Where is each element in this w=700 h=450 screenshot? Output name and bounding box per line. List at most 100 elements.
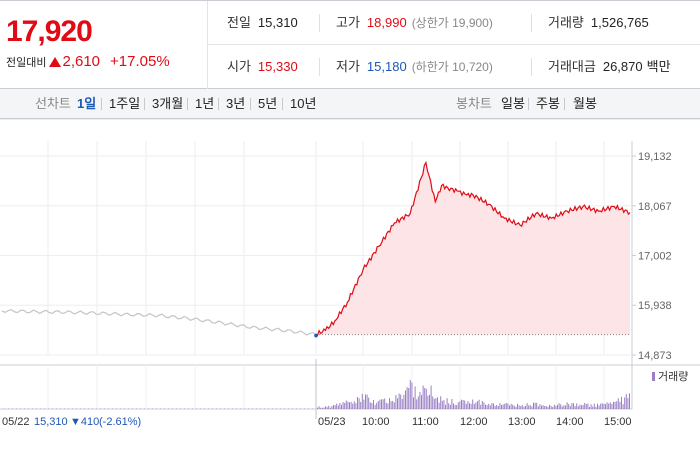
volume-bar (355, 403, 357, 409)
volume-bar (4, 408, 5, 409)
volume-bar (128, 408, 129, 409)
price-stats: 전일 15,310 고가 18,990 (상한가 19,900) 거래량 1,526,7… (208, 1, 700, 89)
volume-bar (196, 408, 197, 409)
candle-monthly[interactable]: 월봉 (573, 96, 597, 111)
volume-bar (44, 408, 45, 409)
change-amount: 2,610 (62, 53, 101, 70)
volume-bar (184, 408, 185, 409)
volume-bar (557, 404, 558, 409)
volume-bar (424, 388, 426, 409)
volume-bar (560, 404, 562, 409)
candle-weekly[interactable]: 주봉 (536, 96, 560, 111)
volume-bar (472, 399, 474, 409)
divider (564, 98, 565, 110)
volume-bar (608, 403, 610, 409)
volume-bar (505, 403, 507, 409)
divider (218, 98, 219, 110)
volume-bar (180, 408, 181, 409)
volume-bar (509, 405, 510, 409)
volume-label: 거래량 (548, 15, 584, 30)
period-3y[interactable]: 3년 (226, 96, 246, 111)
volume-bar (200, 408, 201, 409)
volume-bar (361, 393, 363, 409)
volume-bar (539, 404, 541, 409)
volume-bar (565, 405, 566, 409)
divider (282, 98, 283, 110)
period-1d[interactable]: 1일 (77, 96, 97, 111)
today-price-line (315, 160, 631, 337)
volume-bar (469, 403, 470, 409)
volume-bar (256, 408, 257, 409)
volume-bar (32, 408, 33, 409)
volume-bar (520, 406, 522, 409)
period-3m[interactable]: 3개월 (152, 96, 184, 111)
candle-daily[interactable]: 일봉 (501, 96, 525, 111)
volume-bar (425, 388, 427, 409)
upper-limit: (상한가 19,900) (411, 16, 493, 30)
volume-bar (358, 398, 360, 409)
volume-bar (489, 405, 491, 409)
volume-bar (288, 408, 289, 409)
volume-bar (374, 404, 376, 409)
volume-bar (525, 405, 526, 409)
period-1y[interactable]: 1년 (195, 96, 215, 111)
volume-bar (593, 403, 595, 409)
volume-bar (108, 408, 109, 409)
volume-bar (216, 408, 217, 409)
volume-bar (176, 408, 177, 409)
volume-bar (494, 405, 496, 409)
volume-bar (523, 406, 525, 409)
volume-bar (24, 408, 25, 409)
prev-day-close: 15,310 (34, 416, 68, 428)
change-percent: +17.05% (110, 53, 170, 70)
volume-bar (432, 396, 434, 409)
volume-bar (440, 396, 442, 409)
volume-bar (413, 397, 414, 409)
change-label: 전일대비 (6, 56, 47, 69)
volume-bar (555, 405, 557, 409)
volume-bar (379, 399, 381, 409)
period-5y[interactable]: 5년 (258, 96, 278, 111)
volume-bar (464, 400, 466, 409)
volume-bar (545, 406, 547, 409)
volume-bar (20, 408, 21, 409)
volume-bar (467, 401, 469, 409)
volume-bar (480, 404, 482, 409)
volume-bar (188, 408, 189, 409)
volume-bar (528, 405, 530, 409)
volume-bar (333, 405, 334, 409)
trade-value-unit: 백만 (646, 59, 671, 74)
volume-bar (342, 402, 344, 409)
volume-bar (422, 385, 424, 409)
candle-chart-label: 봉차트 (456, 96, 492, 111)
volume-bar (357, 396, 358, 409)
volume-bar (421, 394, 422, 409)
open-value: 15,330 (257, 59, 298, 74)
volume-bar (60, 408, 61, 409)
volume-cell: 거래량 1,526,765 (548, 1, 649, 45)
volume-bar (339, 403, 341, 409)
volume-bar (236, 408, 237, 409)
volume-bar (395, 395, 397, 409)
volume-bar (485, 404, 486, 409)
volume-bar (168, 408, 169, 409)
volume-bar (387, 403, 389, 409)
volume-bar (160, 408, 161, 409)
volume-bar (502, 404, 504, 409)
volume-bar (581, 405, 582, 409)
volume-legend-swatch (652, 372, 655, 381)
volume-bar (366, 394, 368, 409)
volume-bar (409, 380, 411, 409)
volume-bar (584, 402, 586, 409)
volume-bar (449, 404, 451, 409)
volume-bar (156, 408, 157, 409)
period-10y[interactable]: 10년 (290, 96, 317, 111)
y-tick-label: 17,002 (638, 251, 672, 263)
divider (144, 98, 145, 110)
volume-bar (609, 402, 611, 409)
lower-limit: (하한가 10,720) (411, 60, 493, 74)
volume-bar (406, 387, 408, 409)
volume-bar (300, 408, 301, 409)
volume-bar (617, 398, 619, 409)
period-1w[interactable]: 1주일 (109, 96, 141, 111)
